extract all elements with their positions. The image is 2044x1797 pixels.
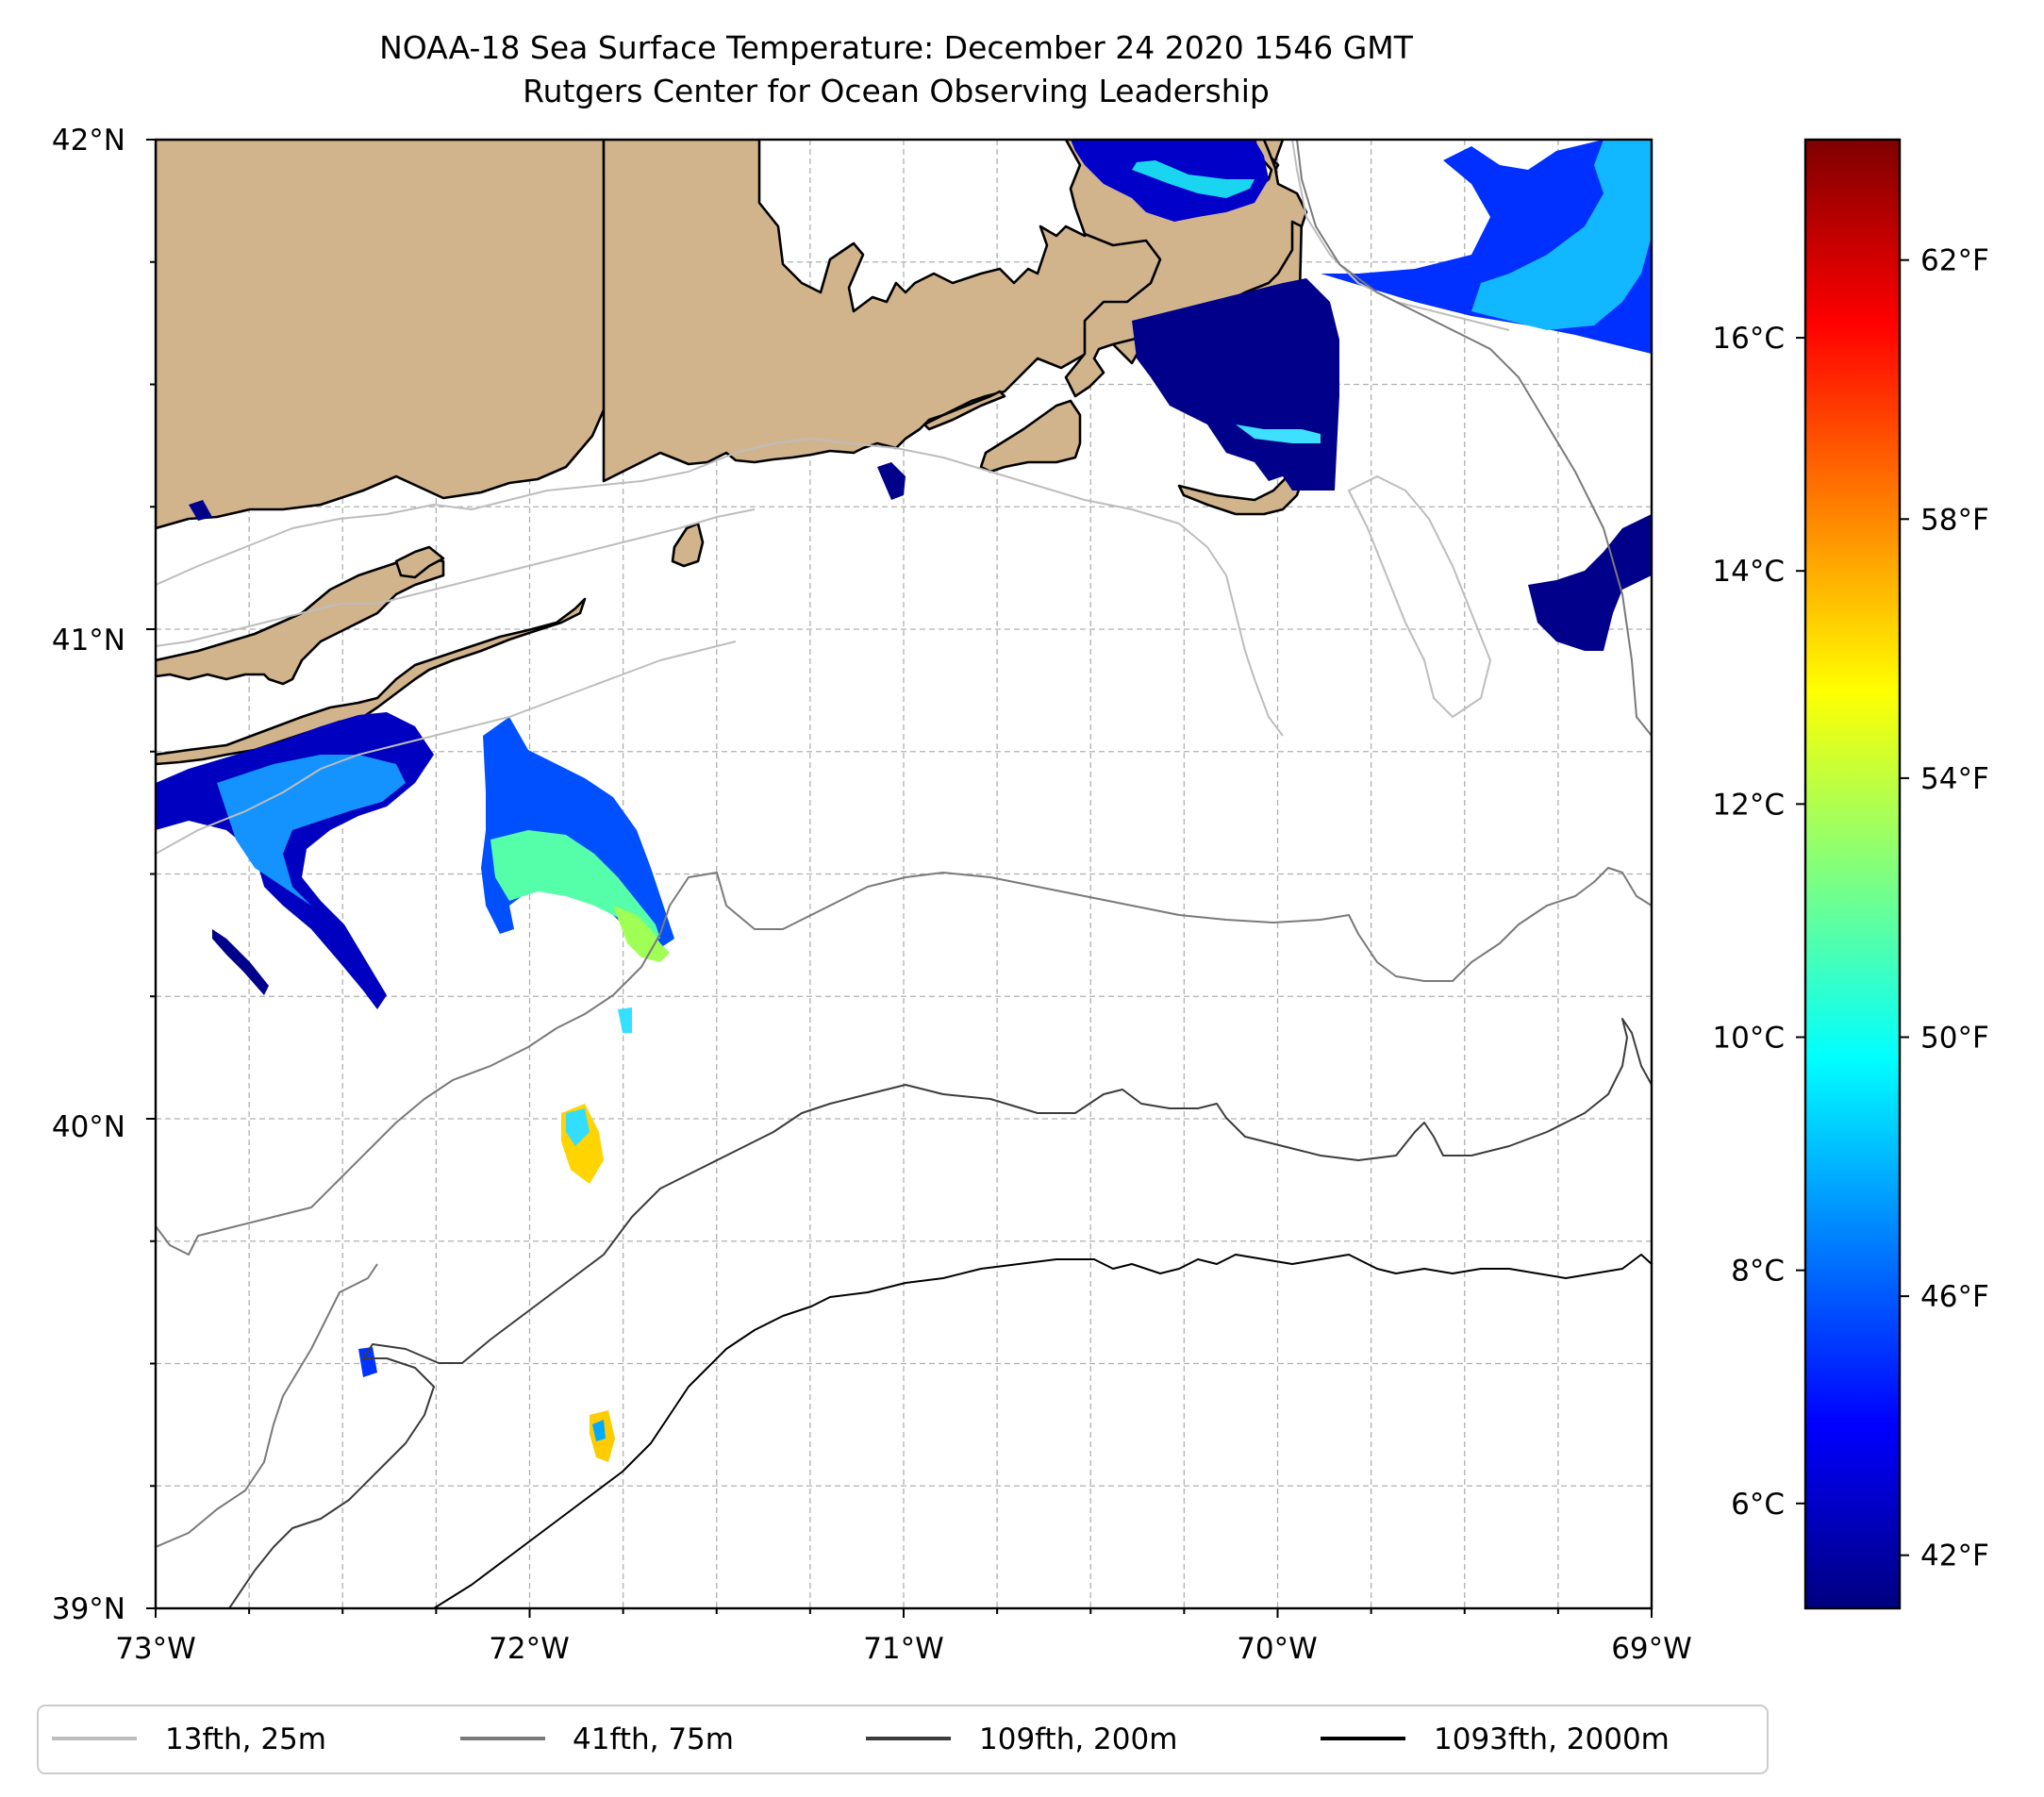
lat-tick-label: 39°N: [52, 1592, 125, 1626]
legend-label: 41fth, 75m: [573, 1722, 734, 1756]
contour-75m-coast: [1296, 140, 1652, 737]
land-block-island: [671, 522, 705, 568]
colorbar: 16°C 14°C 12°C 10°C 8°C 6°C 62°F 58°F 54°F 50°F 4…: [1712, 138, 1989, 1610]
colorbar-fahrenheit-label: 50°F: [1920, 1022, 1989, 1056]
legend-item: 13fth, 25m: [52, 1722, 326, 1756]
map-ticks: [146, 139, 1653, 1618]
colorbar-fahrenheit-label: 54°F: [1920, 762, 1989, 796]
colorbar-fahrenheit-label: 42°F: [1920, 1539, 1989, 1573]
colorbar-celsius-label: 6°C: [1731, 1488, 1785, 1522]
lon-tick-labels: 73°W 72°W 71°W 70°W 69°W: [115, 1632, 1692, 1666]
contour-25m: [156, 438, 1284, 737]
sst-patch-small-5: [189, 500, 212, 521]
lat-tick-labels: 42°N 41°N 40°N 39°N: [52, 124, 125, 1626]
colorbar-fahrenheit-label: 62°F: [1920, 244, 1989, 278]
colorbar-fahrenheit-labels: 62°F 58°F 54°F 50°F 46°F 42°F: [1920, 244, 1989, 1573]
lon-tick-label: 69°W: [1611, 1632, 1692, 1666]
colorbar-celsius-label: 12°C: [1712, 788, 1785, 822]
lon-tick-label: 70°W: [1237, 1632, 1318, 1666]
contour-25m-gulf: [1291, 140, 1510, 331]
land-long-island: [156, 555, 445, 686]
sst-patch-shelf-edge: [613, 906, 670, 962]
lon-tick-label: 72°W: [489, 1632, 570, 1666]
colorbar-ticks: [1796, 258, 1909, 1556]
sst-patch-small-1: [212, 929, 269, 995]
colorbar-celsius-label: 8°C: [1731, 1255, 1785, 1289]
land-rhode-island: [602, 140, 1304, 483]
contour-25m-shoals: [1348, 475, 1491, 718]
map-panel[interactable]: [146, 138, 1653, 1618]
sst-patch-small-2: [358, 1347, 377, 1377]
legend: 13fth, 25m 41fth, 75m 109fth, 200m 1093f…: [37, 1705, 1769, 1774]
land-north-fork: [394, 545, 445, 579]
legend-label: 13fth, 25m: [165, 1722, 326, 1756]
sst-patch-buzzards-core: [1132, 160, 1255, 198]
lat-tick-label: 42°N: [52, 124, 125, 158]
colorbar-celsius-label: 10°C: [1712, 1022, 1785, 1056]
contour-75m-southwest: [156, 1263, 378, 1548]
sst-patch-warm-1-edge: [566, 1108, 590, 1146]
lat-tick-label: 40°N: [52, 1110, 125, 1144]
contour-75m: [156, 867, 1652, 1256]
legend-item: 1093fth, 2000m: [1321, 1722, 1670, 1756]
colorbar-fahrenheit-label: 58°F: [1920, 503, 1989, 537]
colorbar-celsius-labels: 16°C 14°C 12°C 10°C 8°C 6°C: [1712, 322, 1785, 1522]
sst-patch-warm-2-edge: [592, 1420, 606, 1441]
colorbar-celsius-label: 14°C: [1712, 555, 1785, 589]
colorbar-gradient: [1803, 138, 1902, 1610]
sst-patch-small-4: [877, 462, 906, 500]
lon-tick-label: 73°W: [115, 1632, 196, 1666]
land-nantucket: [1177, 474, 1304, 516]
contour-2000m: [433, 1254, 1652, 1608]
land-elizabeth-islands: [922, 390, 1006, 431]
sst-patch-small-3: [618, 1007, 632, 1033]
map-title: NOAA-18 Sea Surface Temperature: Decembe…: [379, 29, 1413, 66]
colorbar-celsius-label: 16°C: [1712, 322, 1785, 356]
lat-tick-label: 41°N: [52, 624, 125, 657]
map-subtitle: Rutgers Center for Ocean Observing Leade…: [523, 73, 1270, 109]
legend-item: 109fth, 200m: [866, 1722, 1177, 1756]
legend-label: 1093fth, 2000m: [1434, 1722, 1670, 1756]
contour-200m: [228, 1018, 1652, 1608]
bathymetry-contours: [156, 140, 1652, 1608]
legend-item: 41fth, 75m: [460, 1722, 734, 1756]
sst-patch-long-island-core: [217, 755, 406, 906]
sst-data: [156, 140, 1652, 1462]
colorbar-fahrenheit-label: 46°F: [1920, 1280, 1989, 1314]
land-connecticut: [156, 140, 607, 530]
sst-patch-gulf-core: [1471, 140, 1652, 330]
legend-label: 109fth, 200m: [979, 1722, 1177, 1756]
contour-25m-li: [156, 508, 756, 647]
contour-25m-south: [156, 641, 737, 855]
sst-patch-nantucket-core: [1236, 424, 1321, 443]
sst-patch-georges-bank: [1528, 514, 1652, 651]
lon-tick-label: 71°W: [863, 1632, 944, 1666]
